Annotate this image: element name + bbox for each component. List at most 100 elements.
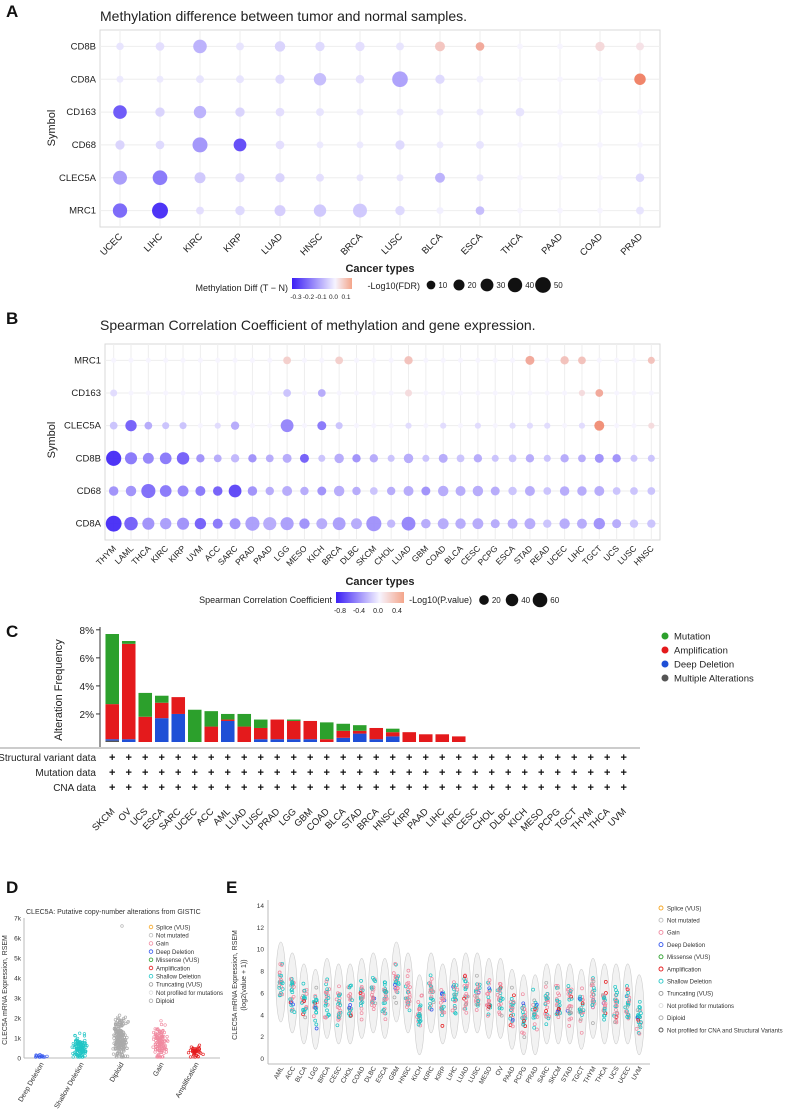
panel-e-point: [416, 1000, 421, 1004]
panel-e-point: [303, 1015, 308, 1020]
panel-c-row-mark: +: [472, 782, 478, 794]
panel-b-dot: [440, 390, 446, 396]
panel-d-point: [159, 1035, 163, 1039]
panel-c-bar-segment: [237, 713, 252, 727]
panel-e-x-tick: THCA: [594, 1065, 609, 1084]
panel-e-y-axis-label: CLEC5A mRNA Expression, RSEM: [232, 930, 239, 1040]
panel-c-row-mark: +: [555, 752, 561, 764]
panel-b-letter: B: [6, 309, 18, 328]
panel-d-title: CLEC5A: Putative copy-number alterations…: [26, 909, 201, 916]
panel-a-dot: [475, 206, 485, 215]
panel-d-point: [116, 1015, 120, 1019]
panel-e-point: [637, 1005, 642, 1009]
panel-c-row-mark: +: [439, 752, 445, 764]
panel-d-legend-label: Amplification: [156, 966, 190, 972]
panel-e-point: [523, 1010, 528, 1015]
panel-e-point: [408, 985, 412, 989]
panel-b-size-legend: 20 40 60: [479, 592, 560, 608]
panel-b-dot: [440, 357, 446, 363]
panel-e-point: [370, 995, 375, 1000]
panel-d-point: [155, 1055, 159, 1059]
panel-a-dot: [235, 173, 245, 183]
panel-e-point: [359, 1017, 364, 1022]
panel-b-dot: [163, 357, 169, 363]
panel-b-size-key-label: 60: [550, 596, 559, 605]
panel-e-point: [393, 962, 398, 966]
panel-e-point: [406, 989, 410, 994]
panel-b-dot: [456, 454, 465, 463]
panel-e-point: [477, 982, 482, 987]
panel-d-point: [152, 1037, 156, 1041]
panel-d-legend-label: Splice (VUS): [156, 925, 190, 931]
panel-e-x-ticks: AMLACCBLCALGGBRCACESCCHOLCOADDLBCESCAGBM…: [273, 1065, 644, 1086]
panel-c-row-mark: +: [390, 767, 396, 779]
panel-c-row-mark: +: [225, 752, 231, 764]
panel-c-bar-segment: [154, 718, 169, 742]
panel-c-row-mark: +: [159, 752, 165, 764]
panel-d-legend-label: Missense (VUS): [156, 958, 199, 964]
panel-e-x-tick: KIRP: [434, 1066, 448, 1083]
panel-e-point: [499, 1006, 504, 1011]
panel-c-row-mark: +: [126, 782, 132, 794]
panel-c-data-rows: + + + + + + + + + + + + + + + + + + + + + + + + + + + + + + + + + + + + + + + +…: [0, 752, 627, 794]
panel-a-y-tick: CD68: [72, 140, 96, 151]
panel-b-dot: [228, 484, 242, 498]
panel-a-x-tick: LIHC: [142, 231, 165, 254]
panel-c-bar-segment: [451, 736, 466, 742]
panel-c-row-mark: +: [604, 752, 610, 764]
panel-c-bar-segment: [303, 739, 318, 742]
panel-c-bar-segment: [204, 726, 219, 742]
panel-c-x-tick: SKCM: [90, 806, 117, 833]
panel-e-point: [325, 1008, 329, 1013]
panel-e-point: [523, 1016, 528, 1020]
panel-c-bar-segment: [105, 739, 120, 741]
panel-e-point: [347, 985, 352, 990]
panel-e-point: [290, 990, 295, 995]
panel-a-dot: [196, 75, 204, 84]
panel-e-point: [602, 1013, 606, 1018]
panel-b-dot: [317, 421, 327, 431]
panel-b-dot: [492, 390, 498, 396]
panel-e-point: [372, 1003, 377, 1008]
panel-d-point: [155, 1042, 159, 1046]
panel-c-row-mark: +: [208, 767, 214, 779]
panel-e-point: [578, 994, 582, 999]
panel-e-point: [313, 1006, 318, 1010]
panel-e-point: [369, 1003, 374, 1007]
panel-e-legend-label: Amplification: [667, 967, 701, 973]
panel-e-y-tick: 6: [260, 990, 264, 997]
panel-c-row-mark: +: [555, 782, 561, 794]
panel-e-point: [637, 1014, 642, 1019]
panel-b-dot: [647, 487, 656, 495]
panel-c-row-mark: +: [489, 767, 495, 779]
panel-c-row-mark: +: [390, 782, 396, 794]
panel-b: B Spearman Correlation Coefficient of me…: [6, 309, 661, 615]
panel-c-bar-segment: [220, 719, 235, 721]
panel-e-point: [603, 1004, 607, 1009]
panel-a-x-ticks: UCEC LIHC KIRC KIRP LUAD HNSC BRCA LUSC BLCA ESCA…: [98, 231, 645, 259]
panel-c-legend-label: Multiple Alterations: [674, 674, 754, 685]
panel-e-point: [394, 962, 398, 967]
panel-e-point: [580, 1001, 585, 1006]
panel-c-legend-swatch: [661, 632, 669, 640]
panel-a-dot: [635, 173, 645, 183]
panel-b-dot: [458, 423, 464, 429]
panel-c-row-mark: +: [340, 767, 346, 779]
panel-a-dot: [315, 41, 325, 52]
panel-b-dot: [629, 519, 639, 528]
panel-e-point: [322, 1015, 327, 1020]
panel-a-x-tick: BRCA: [339, 231, 366, 258]
panel-b-dot: [124, 516, 138, 531]
panel-d-point: [159, 1022, 164, 1027]
panel-d-point: [160, 1050, 164, 1054]
panel-e-point: [392, 995, 397, 1000]
panel-b-dot: [492, 423, 498, 429]
panel-b-dot: [282, 453, 292, 463]
panel-b-dot: [352, 486, 361, 496]
panel-e-point: [428, 980, 433, 985]
panel-b-dot: [544, 390, 550, 396]
panel-a-dot: [515, 107, 525, 117]
panel-e-point: [348, 1003, 353, 1007]
panel-e-point: [323, 1003, 328, 1008]
panel-b-dot: [403, 453, 414, 464]
